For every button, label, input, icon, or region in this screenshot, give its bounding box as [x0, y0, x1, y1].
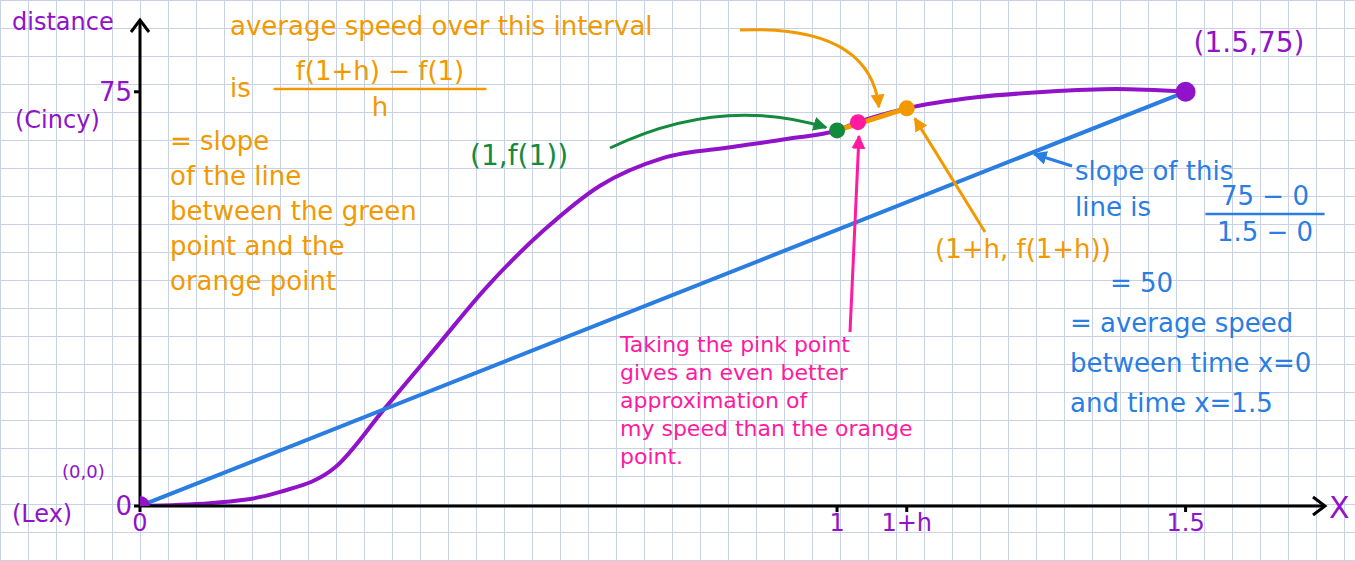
svg-text:(Cincy): (Cincy): [15, 106, 100, 134]
svg-text:h: h: [372, 92, 388, 122]
svg-text:0: 0: [115, 491, 132, 521]
svg-text:(1+h, f(1+h)): (1+h, f(1+h)): [935, 234, 1111, 264]
svg-text:(Lex): (Lex): [12, 500, 72, 528]
svg-text:= slope: = slope: [170, 126, 269, 156]
svg-text:1: 1: [829, 509, 844, 537]
svg-text:Taking the pink point: Taking the pink point: [619, 332, 850, 357]
svg-text:= average speed: = average speed: [1070, 308, 1293, 338]
svg-text:approximation of: approximation of: [620, 388, 808, 413]
svg-text:point.: point.: [620, 444, 683, 469]
svg-text:f(1+h) − f(1): f(1+h) − f(1): [296, 56, 465, 86]
svg-text:between the green: between the green: [170, 196, 417, 226]
svg-text:average speed over this interv: average speed over this interval: [230, 11, 653, 41]
svg-text:of the line: of the line: [170, 161, 301, 191]
svg-text:75: 75: [99, 77, 132, 107]
svg-text:= 50: = 50: [1110, 268, 1173, 298]
svg-text:my speed than the orange: my speed than the orange: [620, 416, 912, 441]
svg-text:gives an even better: gives an even better: [620, 360, 849, 385]
svg-text:distance: distance: [12, 8, 114, 36]
svg-text:X: X: [1329, 490, 1350, 525]
svg-text:and time x=1.5: and time x=1.5: [1070, 388, 1273, 418]
svg-text:1+h: 1+h: [881, 509, 932, 537]
svg-text:1.5 − 0: 1.5 − 0: [1217, 217, 1313, 247]
svg-text:orange point: orange point: [170, 266, 336, 296]
svg-text:(1.5,75): (1.5,75): [1194, 26, 1305, 59]
svg-text:is: is: [230, 73, 251, 103]
svg-text:1.5: 1.5: [1167, 509, 1205, 537]
svg-text:(1,f(1)): (1,f(1)): [470, 139, 568, 172]
svg-text:0: 0: [132, 509, 147, 537]
svg-text:slope of this: slope of this: [1075, 156, 1233, 186]
svg-text:75 − 0: 75 − 0: [1221, 181, 1309, 211]
svg-text:line is: line is: [1075, 192, 1151, 222]
svg-text:(0,0): (0,0): [62, 461, 105, 482]
svg-text:between time x=0: between time x=0: [1070, 348, 1311, 378]
svg-text:point and the: point and the: [170, 231, 344, 261]
